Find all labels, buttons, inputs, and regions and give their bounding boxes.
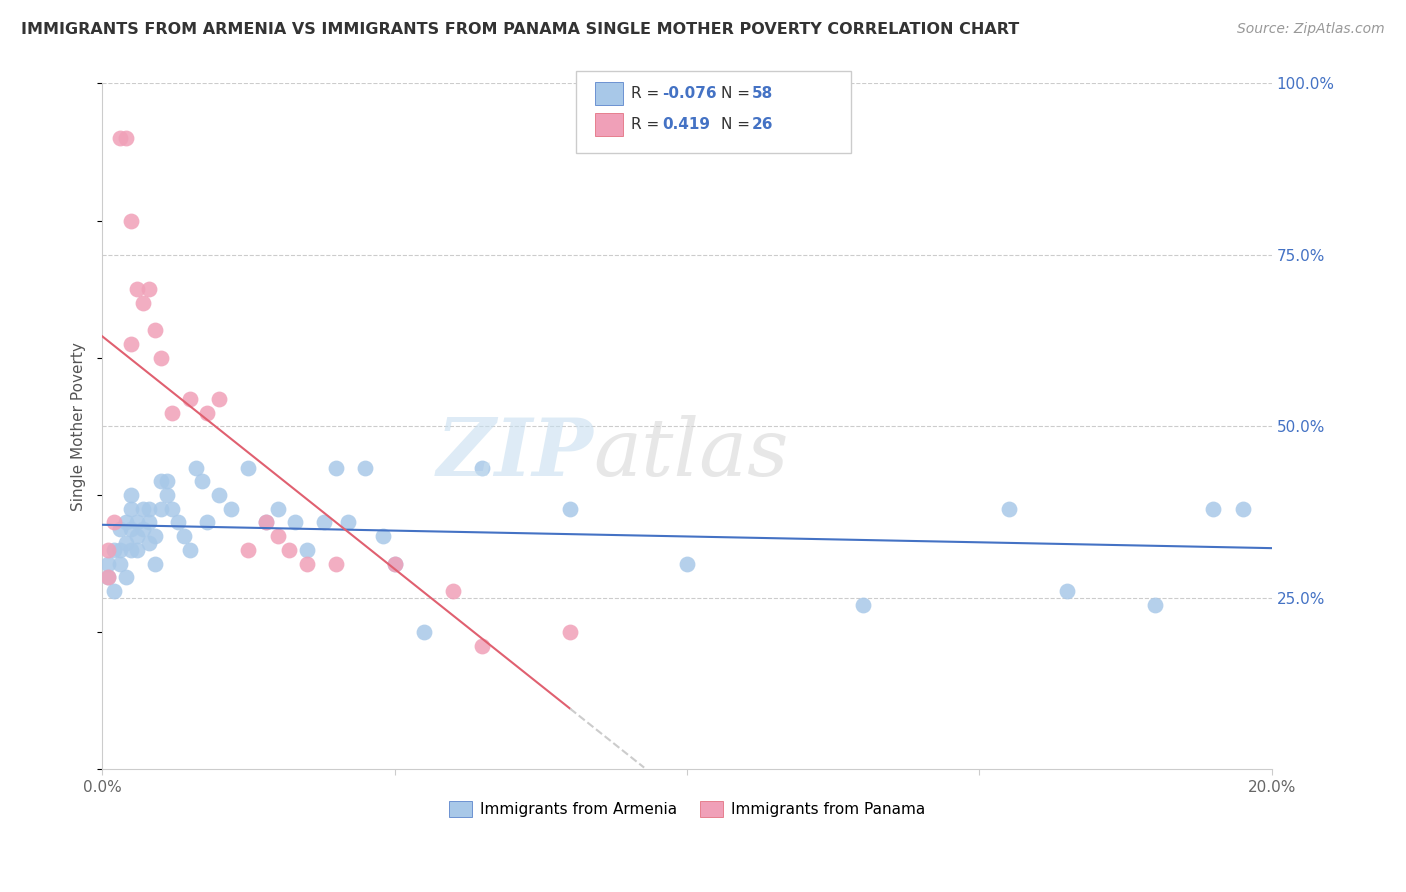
- Point: [120, 337, 142, 351]
- Point: [558, 501, 581, 516]
- Point: [114, 570, 136, 584]
- Point: [1232, 501, 1254, 516]
- Point: [997, 501, 1019, 516]
- Point: [143, 323, 166, 337]
- Point: [354, 460, 377, 475]
- Point: [127, 529, 149, 543]
- Point: [208, 488, 231, 502]
- Text: 58: 58: [752, 87, 773, 101]
- Point: [143, 557, 166, 571]
- Point: [278, 542, 301, 557]
- Text: N =: N =: [721, 87, 755, 101]
- Point: [167, 516, 190, 530]
- Point: [219, 501, 242, 516]
- Point: [97, 557, 120, 571]
- Point: [149, 475, 172, 489]
- Text: 26: 26: [752, 118, 773, 132]
- Point: [266, 501, 288, 516]
- Point: [120, 542, 142, 557]
- Point: [208, 392, 231, 406]
- Point: [1143, 598, 1166, 612]
- Point: [266, 529, 288, 543]
- Point: [190, 475, 212, 489]
- Point: [325, 557, 347, 571]
- Point: [114, 131, 136, 145]
- Text: atlas: atlas: [593, 415, 789, 492]
- Point: [184, 460, 207, 475]
- Legend: Immigrants from Armenia, Immigrants from Panama: Immigrants from Armenia, Immigrants from…: [443, 795, 931, 823]
- Point: [284, 516, 307, 530]
- Text: R =: R =: [631, 118, 665, 132]
- Point: [336, 516, 359, 530]
- Point: [558, 625, 581, 640]
- Point: [851, 598, 873, 612]
- Text: -0.076: -0.076: [662, 87, 717, 101]
- Point: [97, 570, 120, 584]
- Text: ZIP: ZIP: [437, 415, 593, 492]
- Point: [127, 542, 149, 557]
- Point: [120, 213, 142, 227]
- Point: [197, 406, 219, 420]
- Point: [114, 516, 136, 530]
- Point: [197, 516, 219, 530]
- Point: [108, 131, 131, 145]
- Point: [120, 488, 142, 502]
- Point: [149, 501, 172, 516]
- Point: [162, 501, 184, 516]
- Point: [120, 522, 142, 536]
- Point: [325, 460, 347, 475]
- Point: [108, 542, 131, 557]
- Point: [155, 488, 177, 502]
- Point: [143, 529, 166, 543]
- Point: [1202, 501, 1225, 516]
- Point: [314, 516, 336, 530]
- Text: Source: ZipAtlas.com: Source: ZipAtlas.com: [1237, 22, 1385, 37]
- Point: [138, 282, 160, 296]
- Point: [254, 516, 277, 530]
- Point: [238, 460, 260, 475]
- Point: [173, 529, 195, 543]
- Point: [179, 542, 201, 557]
- Point: [103, 542, 125, 557]
- Point: [179, 392, 201, 406]
- Point: [162, 406, 184, 420]
- Point: [103, 516, 125, 530]
- Point: [471, 460, 494, 475]
- Point: [127, 282, 149, 296]
- Point: [149, 351, 172, 365]
- Point: [441, 584, 464, 599]
- Point: [295, 542, 318, 557]
- Point: [1056, 584, 1078, 599]
- Point: [676, 557, 699, 571]
- Point: [138, 501, 160, 516]
- Point: [412, 625, 434, 640]
- Text: IMMIGRANTS FROM ARMENIA VS IMMIGRANTS FROM PANAMA SINGLE MOTHER POVERTY CORRELAT: IMMIGRANTS FROM ARMENIA VS IMMIGRANTS FR…: [21, 22, 1019, 37]
- Point: [155, 475, 177, 489]
- Point: [238, 542, 260, 557]
- Point: [371, 529, 394, 543]
- Text: N =: N =: [721, 118, 755, 132]
- Text: R =: R =: [631, 87, 665, 101]
- Point: [97, 542, 120, 557]
- Point: [114, 536, 136, 550]
- Point: [103, 584, 125, 599]
- Point: [127, 516, 149, 530]
- Point: [97, 570, 120, 584]
- Point: [108, 522, 131, 536]
- Point: [471, 639, 494, 653]
- Point: [132, 501, 155, 516]
- Point: [384, 557, 406, 571]
- Point: [108, 557, 131, 571]
- Point: [254, 516, 277, 530]
- Text: 0.419: 0.419: [662, 118, 710, 132]
- Point: [138, 536, 160, 550]
- Point: [138, 516, 160, 530]
- Point: [295, 557, 318, 571]
- Point: [132, 296, 155, 310]
- Y-axis label: Single Mother Poverty: Single Mother Poverty: [72, 342, 86, 511]
- Point: [384, 557, 406, 571]
- Point: [132, 522, 155, 536]
- Point: [120, 501, 142, 516]
